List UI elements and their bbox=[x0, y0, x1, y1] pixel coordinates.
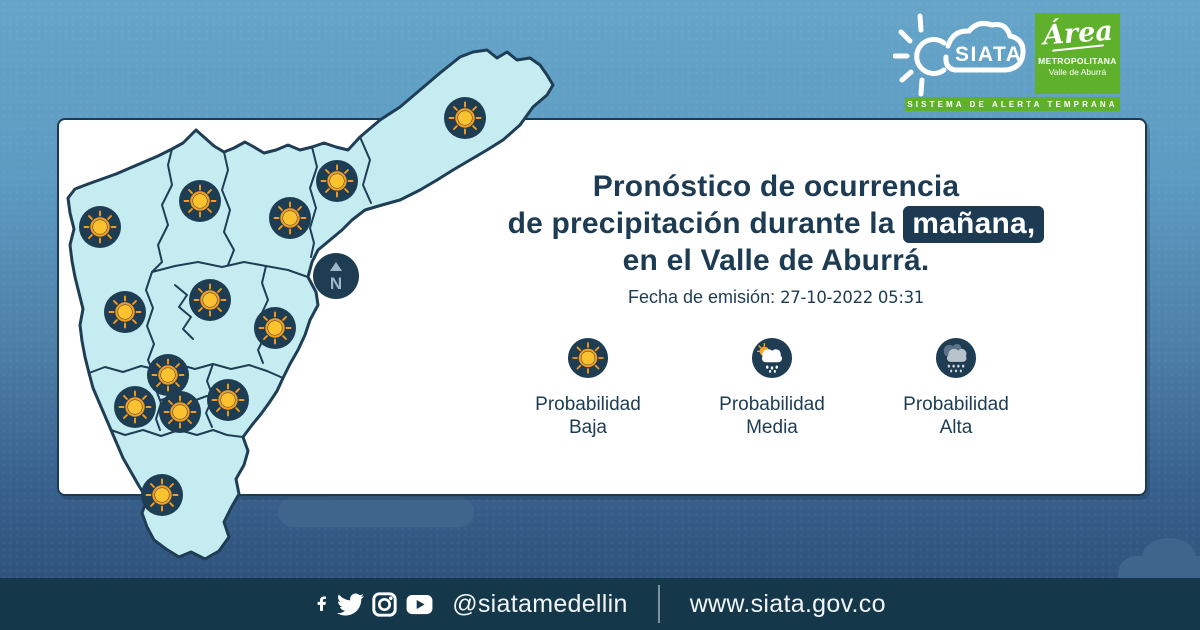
forecast-marker-baja bbox=[187, 277, 233, 323]
title-line-2: de precipitación durante la mañana, bbox=[420, 205, 1132, 243]
forecast-marker-baja bbox=[157, 389, 203, 435]
instagram-icon[interactable] bbox=[371, 591, 398, 618]
footer-divider bbox=[657, 585, 660, 623]
facebook-icon[interactable] bbox=[314, 591, 330, 618]
compass-rose: N bbox=[313, 253, 359, 299]
legend-label-line1: Probabilidad bbox=[535, 394, 641, 415]
page-title: Pronóstico de ocurrencia de precipitació… bbox=[420, 168, 1132, 279]
title-highlight-manana: mañana, bbox=[903, 206, 1045, 243]
forecast-marker-baja bbox=[112, 384, 158, 430]
siata-sun-icon bbox=[893, 13, 947, 97]
social-handle[interactable]: @siatamedellin bbox=[452, 589, 628, 618]
youtube-icon[interactable] bbox=[405, 591, 434, 618]
title-line-1: Pronóstico de ocurrencia bbox=[592, 170, 960, 203]
area-logo-line2: METROPOLITANA bbox=[1038, 56, 1117, 66]
area-logo-line3: Valle de Aburrá bbox=[1048, 67, 1107, 77]
cloud-rain-icon bbox=[935, 337, 977, 379]
footer-bar: @siatamedellin www.siata.gov.co bbox=[0, 578, 1200, 630]
legend-label-line2: Baja bbox=[568, 417, 607, 438]
emission-value: 27-10-2022 05:31 bbox=[780, 288, 924, 307]
forecast-marker-baja bbox=[442, 95, 488, 141]
forecast-marker-baja bbox=[267, 195, 313, 241]
siata-logo: SIATA bbox=[893, 13, 1026, 97]
sun-icon bbox=[567, 337, 609, 379]
forecast-marker-baja bbox=[77, 204, 123, 250]
forecast-marker-baja bbox=[314, 158, 360, 204]
legend-label-line2: Alta bbox=[939, 417, 973, 438]
forecast-marker-baja bbox=[145, 352, 191, 398]
social-icons bbox=[314, 591, 434, 618]
area-metropolitana-logo: Área METROPOLITANA Valle de Aburrá bbox=[1035, 13, 1120, 94]
website-url[interactable]: www.siata.gov.co bbox=[689, 589, 886, 618]
emission-label: Fecha de emisión: bbox=[628, 287, 776, 307]
legend-item-alta: Probabilidad Alta bbox=[871, 337, 1041, 439]
alert-banner: SISTEMA DE ALERTA TEMPRANA bbox=[905, 97, 1120, 111]
compass-label: N bbox=[330, 274, 342, 293]
forecast-marker-baja bbox=[177, 178, 223, 224]
sun-cloud-rain-icon bbox=[751, 337, 793, 379]
siata-cloud-icon bbox=[943, 21, 1026, 73]
probability-legend: Probabilidad Baja Probabilidad Media Pro… bbox=[503, 337, 1041, 439]
legend-item-media: Probabilidad Media bbox=[687, 337, 857, 439]
siata-logo-text: SIATA bbox=[955, 43, 1022, 66]
legend-label-line2: Media bbox=[746, 417, 798, 438]
legend-label-line1: Probabilidad bbox=[719, 394, 825, 415]
emission-date: Fecha de emisión: 27-10-2022 05:31 bbox=[420, 287, 1132, 308]
forecast-marker-baja bbox=[252, 305, 298, 351]
legend-label-line1: Probabilidad bbox=[903, 394, 1009, 415]
legend-item-baja: Probabilidad Baja bbox=[503, 337, 673, 439]
forecast-marker-baja bbox=[102, 289, 148, 335]
title-line-3: en el Valle de Aburrá. bbox=[622, 244, 930, 277]
map-outline bbox=[66, 48, 555, 561]
forecast-marker-baja bbox=[139, 472, 185, 518]
twitter-icon[interactable] bbox=[337, 591, 365, 618]
aburra-map: N bbox=[66, 48, 555, 561]
forecast-marker-baja bbox=[205, 377, 251, 423]
